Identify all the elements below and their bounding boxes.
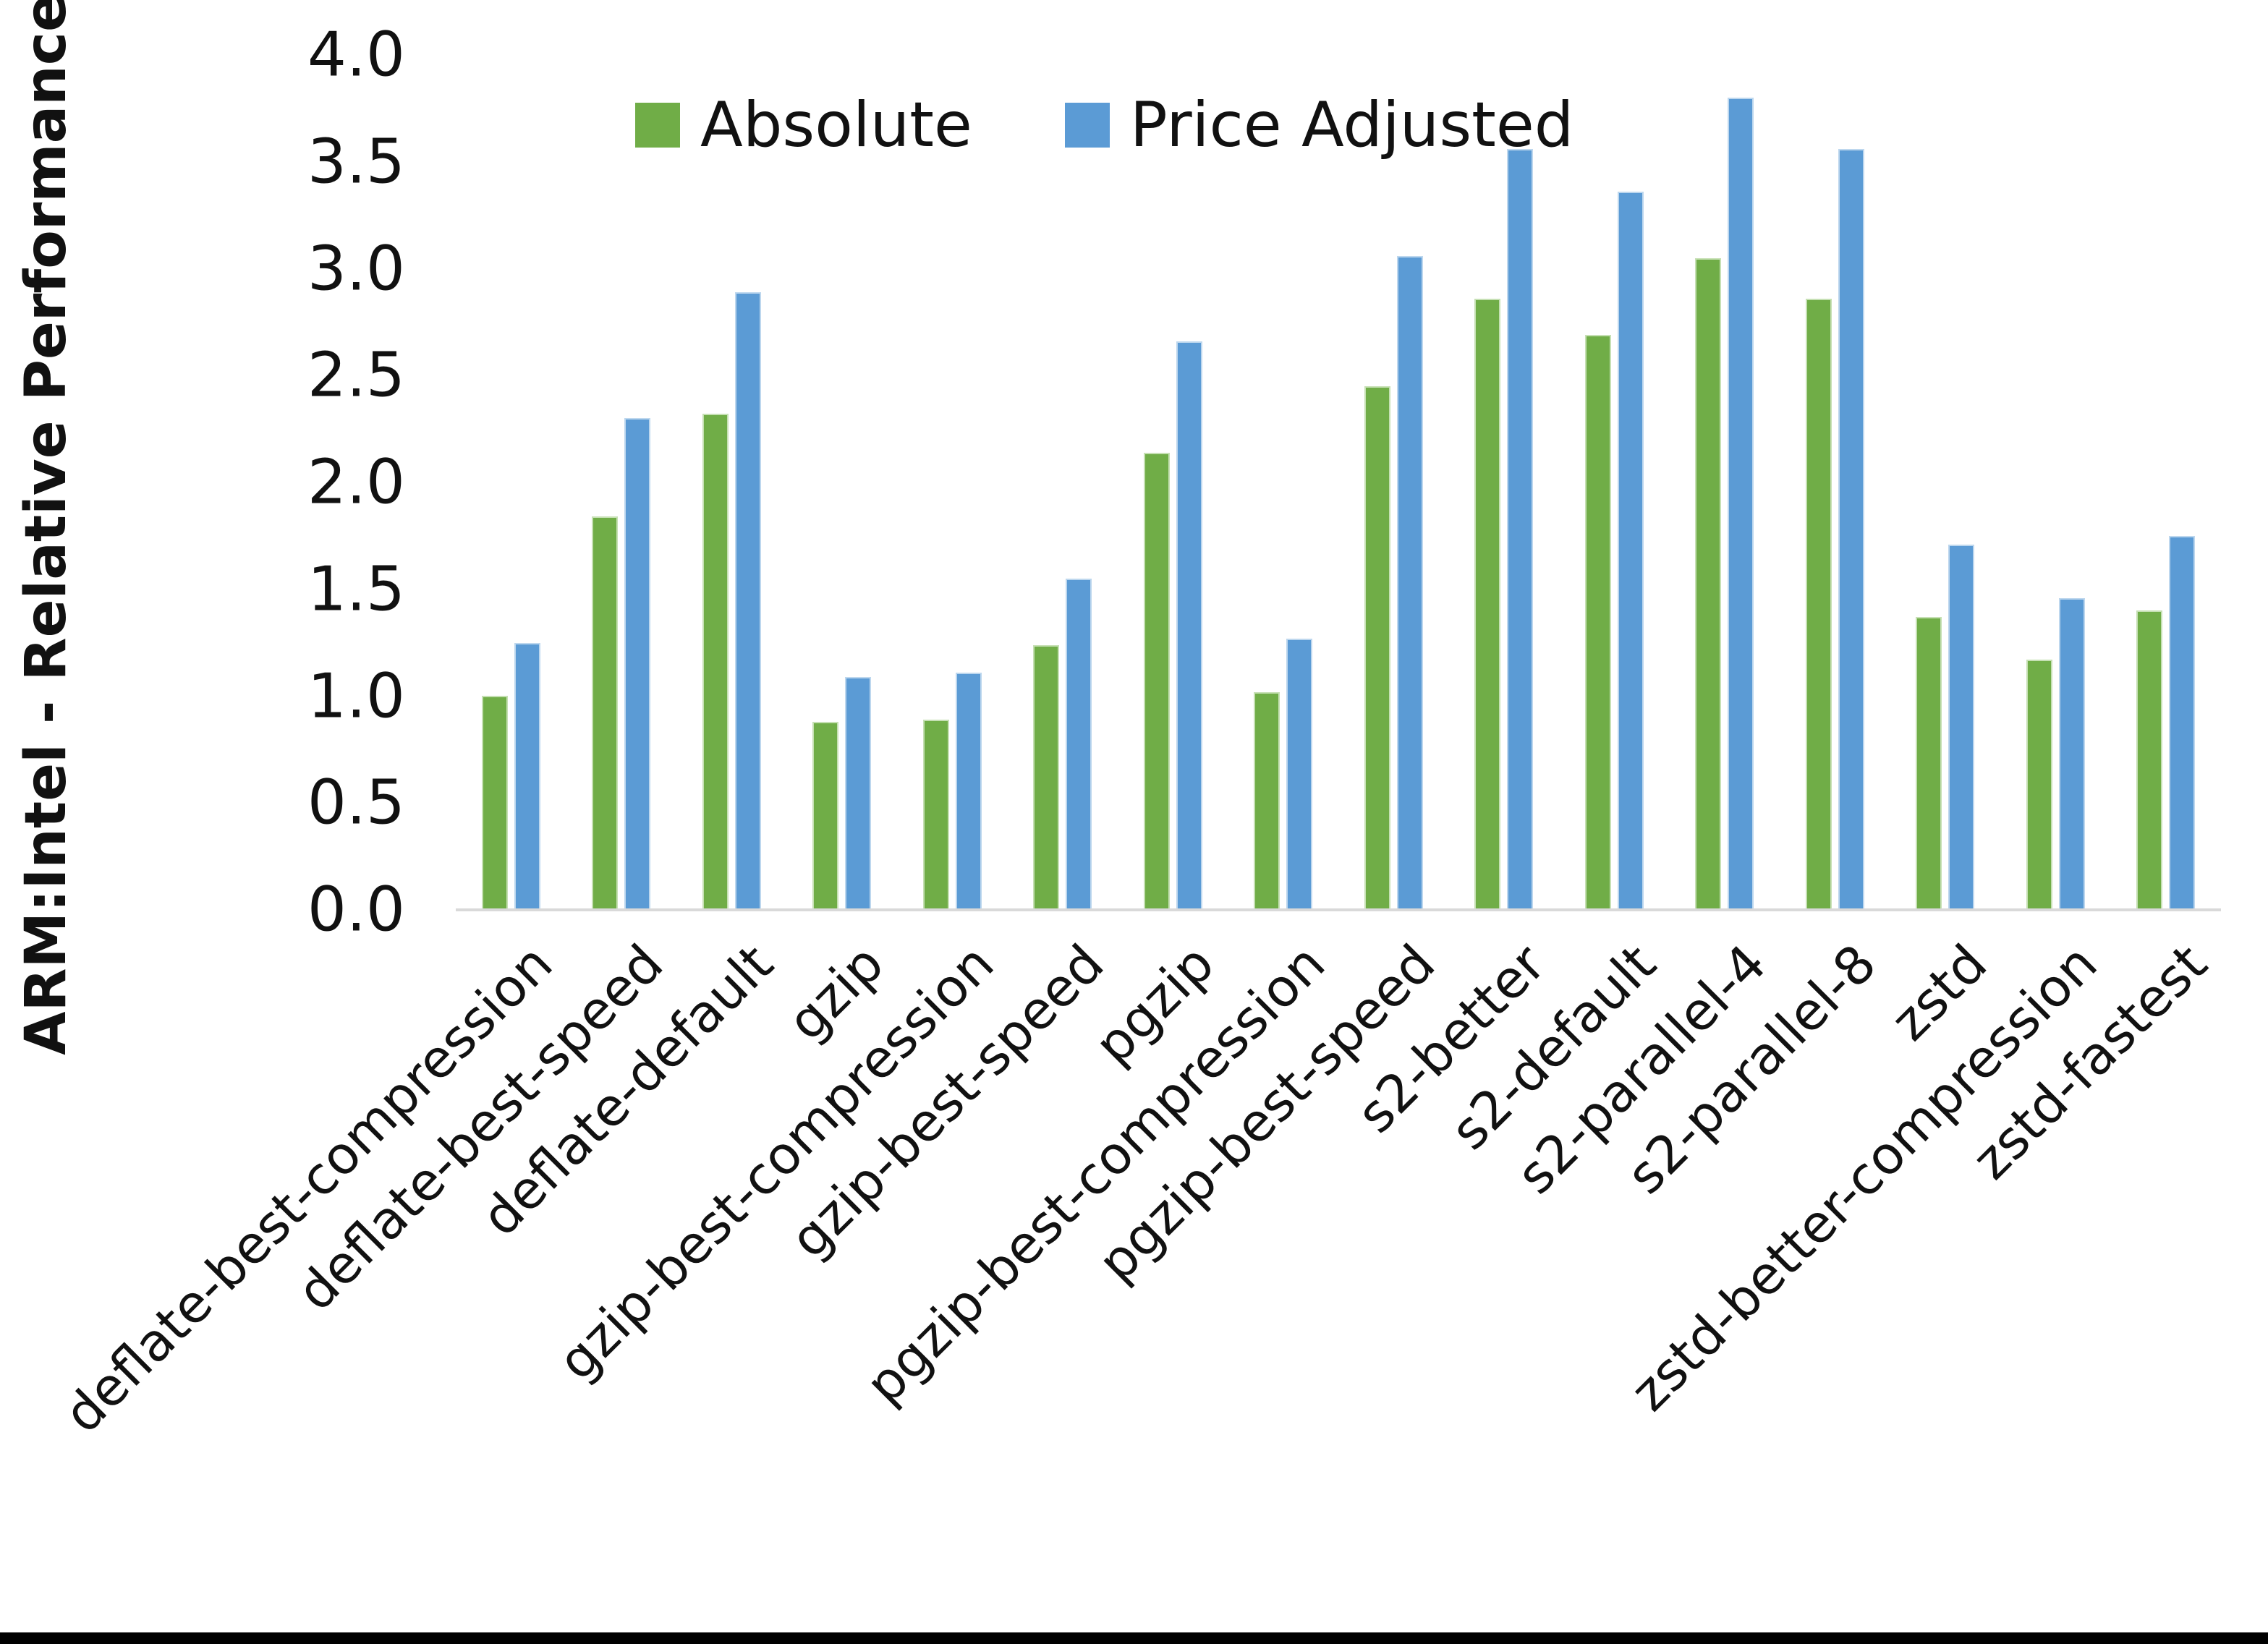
legend-swatch-absolute bbox=[635, 103, 680, 148]
bottom-border bbox=[0, 1632, 2268, 1644]
bar-absolute-zstd-fastest bbox=[2136, 610, 2162, 910]
bar-price-adjusted-s2-default bbox=[1618, 192, 1644, 910]
bar-price-adjusted-deflate-best-speed bbox=[624, 418, 650, 910]
y-tick-label: 3.0 bbox=[307, 233, 405, 304]
bar-absolute-deflate-default bbox=[702, 414, 729, 910]
x-axis-line bbox=[456, 908, 2221, 911]
bar-price-adjusted-zstd-fastest bbox=[2169, 536, 2195, 910]
bar-price-adjusted-deflate-default bbox=[735, 292, 761, 910]
bar-price-adjusted-s2-parallel-4 bbox=[1728, 98, 1754, 910]
y-tick-label: 2.5 bbox=[307, 339, 405, 412]
bar-absolute-zstd bbox=[1916, 617, 1942, 910]
bar-absolute-zstd-better-compression bbox=[2026, 660, 2052, 910]
bar-absolute-pgzip-best-compression bbox=[1254, 692, 1280, 910]
y-tick-label: 3.5 bbox=[307, 126, 405, 198]
bar-absolute-s2-parallel-8 bbox=[1806, 299, 1832, 910]
bar-absolute-pgzip bbox=[1144, 453, 1170, 910]
bar-absolute-s2-default bbox=[1585, 335, 1611, 910]
y-tick-label: 2.0 bbox=[307, 446, 405, 519]
bar-absolute-deflate-best-speed bbox=[592, 516, 618, 910]
bar-price-adjusted-s2-better bbox=[1507, 149, 1533, 910]
bar-absolute-s2-better bbox=[1474, 299, 1500, 910]
y-tick-label: 1.0 bbox=[307, 660, 405, 732]
bar-price-adjusted-gzip-best-compression bbox=[956, 673, 982, 910]
y-axis-title: ARM:Intel - Relative Performance bbox=[14, 0, 79, 1055]
bar-price-adjusted-gzip-best-speed bbox=[1066, 579, 1092, 910]
y-tick-label: 4.0 bbox=[307, 19, 405, 91]
y-tick-label: 0.0 bbox=[307, 874, 405, 946]
legend-label-absolute: Absolute bbox=[700, 89, 972, 161]
legend-item-price-adjusted: Price Adjusted bbox=[1064, 89, 1574, 161]
legend-swatch-price-adjusted bbox=[1064, 103, 1110, 148]
bar-price-adjusted-zstd-better-compression bbox=[2059, 598, 2085, 910]
bar-absolute-deflate-best-compression bbox=[482, 696, 508, 910]
bar-absolute-gzip-best-compression bbox=[923, 720, 949, 910]
bar-price-adjusted-gzip bbox=[845, 677, 871, 910]
bar-price-adjusted-pgzip bbox=[1176, 341, 1202, 910]
bar-absolute-gzip bbox=[812, 722, 838, 910]
legend-item-absolute: Absolute bbox=[635, 94, 972, 156]
legend: Absolute Price Adjusted bbox=[635, 94, 1573, 156]
y-tick-label: 1.5 bbox=[307, 553, 405, 626]
y-tick-label: 0.5 bbox=[307, 767, 405, 839]
bar-absolute-s2-parallel-4 bbox=[1695, 258, 1721, 910]
bar-price-adjusted-pgzip-best-speed bbox=[1397, 256, 1423, 910]
bar-absolute-gzip-best-speed bbox=[1033, 645, 1059, 910]
legend-label-price-adjusted: Price Adjusted bbox=[1129, 89, 1574, 161]
bar-price-adjusted-deflate-best-compression bbox=[514, 643, 540, 910]
bar-absolute-pgzip-best-speed bbox=[1364, 386, 1390, 910]
bar-price-adjusted-zstd bbox=[1948, 545, 1974, 910]
bar-price-adjusted-s2-parallel-8 bbox=[1838, 149, 1864, 910]
bar-price-adjusted-pgzip-best-compression bbox=[1286, 639, 1312, 910]
